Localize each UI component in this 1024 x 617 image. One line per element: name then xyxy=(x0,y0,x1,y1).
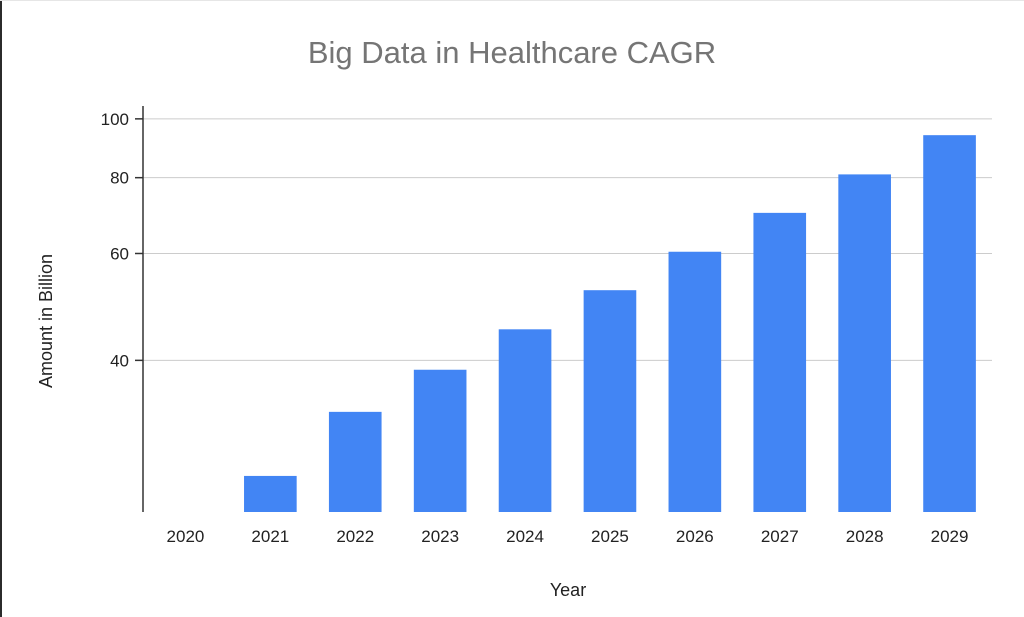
y-axis-label: Amount in Billion xyxy=(36,254,56,388)
y-tick-label: 60 xyxy=(110,244,129,263)
x-tick-label: 2027 xyxy=(761,527,799,546)
bar-2027 xyxy=(753,212,807,512)
chart-title: Big Data in Healthcare CAGR xyxy=(308,35,716,70)
y-tick-label: 100 xyxy=(101,110,129,129)
x-axis-ticks: 2020 2021 2022 2023 2024 2025 2026 2027 2028 2029 xyxy=(167,527,969,546)
window-left-border xyxy=(0,0,2,617)
bar-2028 xyxy=(838,174,891,512)
x-tick-label: 2020 xyxy=(167,527,205,546)
x-tick-label: 2022 xyxy=(336,527,374,546)
y-tick-label: 40 xyxy=(110,351,129,370)
bar-2022 xyxy=(328,411,382,512)
bar-2029 xyxy=(923,135,976,512)
x-tick-label: 2029 xyxy=(931,527,969,546)
x-tick-label: 2024 xyxy=(506,527,544,546)
x-axis-label: Year xyxy=(550,580,586,600)
bars xyxy=(244,135,976,512)
bar-2024 xyxy=(498,329,552,512)
x-tick-label: 2025 xyxy=(591,527,629,546)
window-top-border xyxy=(0,0,1024,1)
x-tick-label: 2023 xyxy=(421,527,459,546)
y-tick-label: 80 xyxy=(110,169,129,188)
bar-2021 xyxy=(244,475,297,512)
x-tick-label: 2021 xyxy=(251,527,289,546)
bar-2023 xyxy=(413,369,467,512)
bar-2025 xyxy=(583,290,637,512)
x-tick-label: 2028 xyxy=(846,527,884,546)
bar-2026 xyxy=(668,251,722,512)
y-axis-ticks: 40 60 80 100 xyxy=(101,110,143,370)
x-tick-label: 2026 xyxy=(676,527,714,546)
